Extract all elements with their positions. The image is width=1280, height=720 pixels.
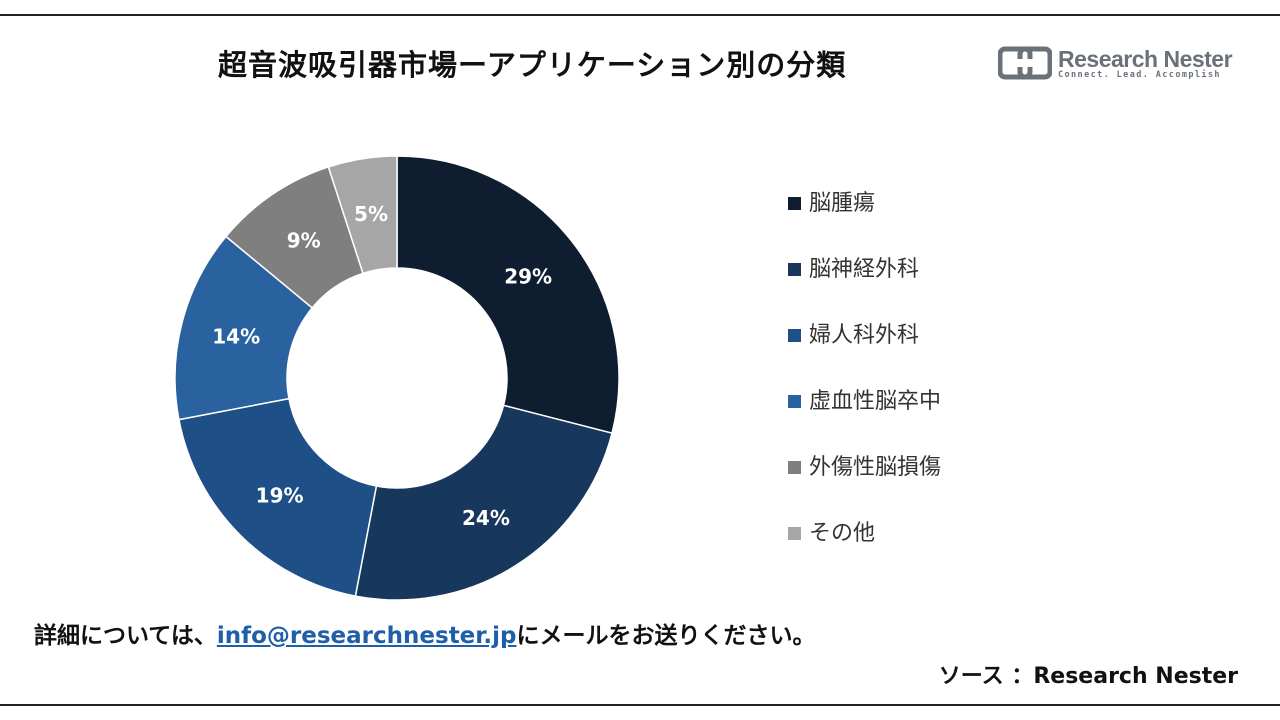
contact-prefix: 詳細については、 (34, 623, 217, 649)
legend-item-brain-tumor: 脳腫瘍 (788, 190, 941, 256)
legend-swatch (788, 461, 801, 474)
logo-mark-icon (998, 46, 1052, 80)
legend-swatch (788, 197, 801, 210)
legend-item-gynecologic-surgery: 婦人科外科 (788, 322, 941, 388)
top-rule (0, 14, 1280, 16)
legend-swatch (788, 263, 801, 276)
legend-item-ischemic-stroke: 虚血性脳卒中 (788, 388, 941, 454)
source-credit: ソース ：Research Nester (939, 658, 1238, 690)
legend-swatch (788, 527, 801, 540)
slice-label-brain-tumor: 29% (504, 264, 552, 288)
contact-suffix: にメールをお送りください。 (516, 623, 816, 649)
slice-label-other: 5% (354, 202, 388, 226)
legend-item-traumatic-brain-injury: 外傷性脳損傷 (788, 454, 941, 520)
legend-swatch (788, 395, 801, 408)
slice-brain-tumor (396, 155, 620, 435)
contact-email-link[interactable]: info@researchnester.jp (216, 623, 517, 649)
legend-label: 脳腫瘍 (809, 191, 876, 216)
bottom-rule (0, 704, 1280, 706)
legend-item-other: その他 (788, 520, 941, 586)
legend-item-neurosurgery: 脳神経外科 (788, 256, 941, 322)
slice-label-gynecologic-surgery: 19% (256, 483, 304, 507)
legend-label: 外傷性脳損傷 (809, 455, 942, 480)
research-nester-logo: Research Nester Connect. Lead. Accomplis… (998, 44, 1233, 86)
donut-chart: 29% 24% 19% 14% 9% 5% (174, 155, 620, 601)
slice-gynecologic-surgery (178, 397, 378, 597)
legend-label: 虚血性脳卒中 (809, 389, 942, 414)
logo-name: Research Nester (1058, 46, 1233, 72)
slice-label-ischemic-stroke: 14% (212, 325, 260, 349)
chart-title: 超音波吸引器市場ーアプリケーション別の分類 (218, 48, 847, 82)
source-text: ：Research Nester (1011, 664, 1238, 689)
chart-legend: 脳腫瘍脳神経外科婦人科外科虚血性脳卒中 外傷性脳損傷 その他 (788, 190, 941, 586)
slice-neurosurgery (354, 404, 613, 601)
contact-note: 詳細については、info@researchnester.jpにメールをお送りくだ… (34, 616, 815, 650)
logo-tagline: Connect. Lead. Accomplish (1058, 70, 1221, 80)
slice-other (327, 155, 398, 275)
legend-label: その他 (809, 521, 876, 546)
legend-label: 脳神経外科 (809, 257, 920, 282)
slice-label-traumatic-brain-injury: 9% (287, 229, 321, 253)
slice-label-neurosurgery: 24% (462, 506, 510, 530)
legend-swatch (788, 329, 801, 342)
legend-label: 婦人科外科 (809, 323, 920, 348)
source-label: ソース (938, 664, 1004, 689)
